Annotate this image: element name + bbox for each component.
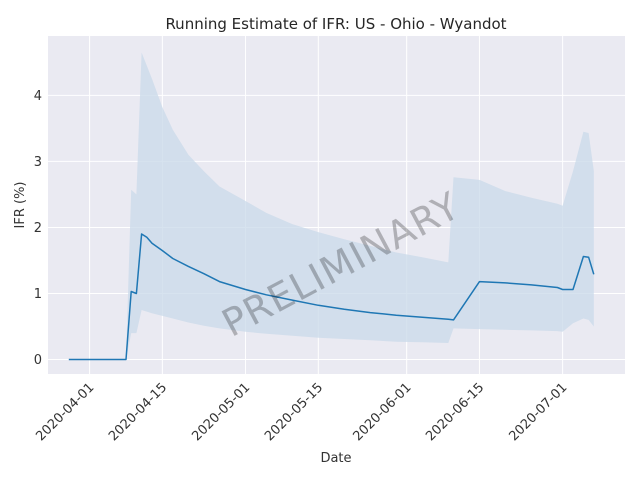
y-tick-label: 1: [34, 287, 42, 302]
confidence-band: [126, 52, 594, 360]
x-tick-label: 2020-04-15: [106, 380, 170, 444]
y-tick-label: 4: [34, 89, 42, 104]
y-axis-label: IFR (%): [13, 182, 28, 229]
x-tick-label: 2020-06-15: [423, 380, 487, 444]
x-tick-label: 2020-06-01: [350, 380, 414, 444]
chart-title: Running Estimate of IFR: US - Ohio - Wya…: [165, 15, 506, 33]
x-tick-label: 2020-04-01: [33, 380, 97, 444]
y-tick-label: 2: [34, 221, 42, 236]
x-tick-label: 2020-05-01: [189, 380, 253, 444]
x-tick-label: 2020-07-01: [506, 380, 570, 444]
y-tick-label: 0: [34, 353, 42, 368]
x-tick-labels: 2020-04-01 2020-04-15 2020-05-01 2020-05-15…: [33, 380, 570, 444]
y-tick-label: 3: [34, 155, 42, 170]
ifr-series-line: [68, 233, 595, 361]
y-tick-labels: 0 1 2 3 4: [34, 89, 42, 368]
confidence-band-layer: [126, 52, 594, 360]
x-axis-label: Date: [320, 451, 351, 466]
x-tick-label: 2020-05-15: [262, 380, 326, 444]
ifr-line-layer: [68, 233, 595, 361]
